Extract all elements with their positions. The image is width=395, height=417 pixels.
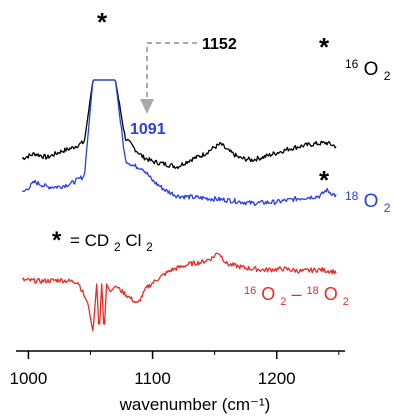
solvent-legend-sub2: 2 (146, 240, 153, 254)
x-axis-label: wavenumber (cm⁻¹) (119, 395, 271, 414)
peak-label-1091: 1091 (130, 121, 166, 138)
series-label-18O2: 18 O 2 (345, 184, 391, 215)
solvent-star-top: * (97, 7, 108, 37)
series-label-diff: 16 O 2 – 18 O 2 (244, 278, 349, 309)
series-label-diff-main2: O (324, 284, 338, 304)
solvent-star-black: * (319, 32, 330, 62)
series-label-diff-sup1: 16 (244, 285, 256, 297)
solvent-star-blue: * (319, 165, 330, 195)
peak-label-1152: 1152 (202, 36, 237, 53)
series-label-diff-dash: – (291, 284, 301, 304)
x-axis-ticks: 1000 1100 1200 (10, 351, 340, 388)
series-label-diff-sub2: 2 (343, 296, 349, 308)
x-tick-label-1000: 1000 (10, 369, 48, 388)
x-tick-label-1200: 1200 (258, 369, 296, 388)
series-label-18O2-sup: 18 (345, 189, 359, 203)
solvent-legend-sub1: 2 (114, 240, 121, 254)
solvent-legend: * = CD 2 Cl 2 (52, 227, 153, 255)
series-line-1 (21, 79, 337, 170)
solvent-legend-cl: Cl (125, 231, 141, 250)
series-label-16O2-sup: 16 (345, 57, 359, 71)
series-label-18O2-main: O (364, 191, 379, 212)
x-tick-label-1100: 1100 (134, 369, 171, 388)
solvent-legend-star: * (52, 227, 62, 254)
series-label-16O2: 16 O 2 (345, 52, 391, 83)
series-label-16O2-sub: 2 (384, 69, 391, 83)
series-line-3 (21, 252, 337, 332)
series-label-diff-main1: O (261, 284, 275, 304)
series-label-18O2-sub: 2 (384, 201, 391, 215)
series-label-16O2-main: O (364, 59, 379, 80)
series-line-2 (21, 79, 337, 207)
solvent-legend-eq: = CD (70, 231, 109, 250)
series-label-diff-sub1: 2 (280, 296, 286, 308)
shift-arrow-line (146, 42, 197, 100)
series-label-diff-sup2: 18 (306, 285, 318, 297)
shift-arrow-head (140, 99, 154, 114)
spectrum-traces (21, 79, 337, 332)
